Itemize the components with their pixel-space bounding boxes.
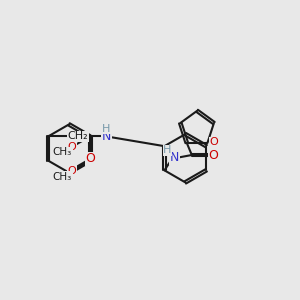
Text: CH₃: CH₃ <box>53 172 72 182</box>
Text: CH₃: CH₃ <box>53 147 72 158</box>
Text: H: H <box>102 124 110 134</box>
Text: N: N <box>102 130 111 143</box>
Text: O: O <box>85 152 95 165</box>
Text: O: O <box>68 166 76 176</box>
Text: O: O <box>208 148 218 161</box>
Text: CH₂: CH₂ <box>68 131 88 142</box>
Text: H: H <box>163 145 172 155</box>
Text: N: N <box>169 152 179 164</box>
Text: O: O <box>210 137 218 147</box>
Text: O: O <box>68 142 76 152</box>
